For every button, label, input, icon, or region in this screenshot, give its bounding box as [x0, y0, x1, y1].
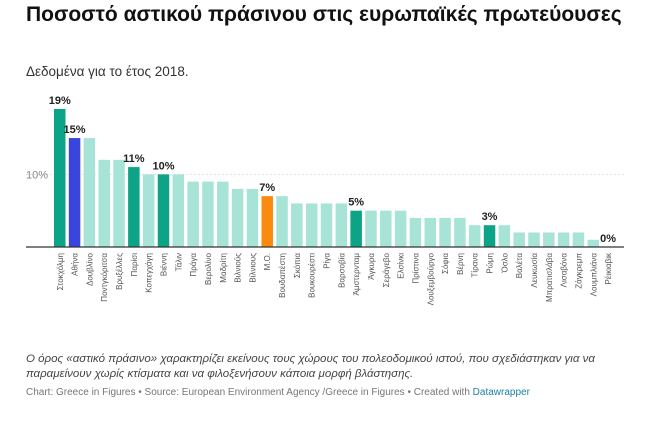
bar [231, 188, 244, 247]
category-label: Βαλέτα [515, 253, 524, 279]
bar [291, 203, 303, 247]
category-label: Σεράγεβο [382, 252, 391, 287]
datawrapper-link[interactable]: Datawrapper [472, 387, 530, 398]
data-label: 3% [482, 211, 498, 223]
category-label: Λισαβόνα [560, 253, 569, 288]
data-label: 19% [49, 95, 71, 107]
bar [172, 174, 185, 247]
bar [320, 203, 333, 247]
bar [557, 232, 570, 247]
bar [157, 174, 170, 247]
bar [483, 225, 496, 247]
category-label: Πρίστινα [411, 253, 420, 284]
bar [202, 181, 214, 247]
bar [261, 196, 273, 247]
category-label: Βρυξέλλες [115, 253, 124, 290]
category-label: Τίρανα [471, 253, 480, 278]
bar [335, 203, 348, 247]
data-label: 10% [152, 160, 174, 172]
chart-title: Ποσοστό αστικού πράσινου στις ευρωπαϊκές… [26, 3, 622, 26]
data-label: 15% [64, 124, 86, 136]
category-label: Ποντγκόριτσα [100, 253, 109, 302]
category-label: Αθήνα [71, 253, 80, 276]
bar [142, 174, 155, 247]
bar [543, 232, 555, 247]
category-label: Κοπεγχάγη [145, 253, 154, 293]
category-label: Όσλο [500, 252, 509, 273]
bar [439, 217, 451, 247]
bar [409, 217, 422, 247]
category-label: Πράγα [189, 253, 198, 277]
category-label: Ρίγα [323, 253, 332, 269]
bar [350, 210, 362, 247]
bar [187, 181, 199, 247]
category-label: Δουβλίνο [85, 252, 94, 286]
data-label: 0% [600, 233, 616, 245]
bar [513, 232, 525, 247]
chart-footer: Chart: Greece in Figures • Source: Europ… [26, 387, 530, 398]
bar [128, 167, 140, 247]
bar [246, 188, 259, 247]
bar [113, 159, 125, 247]
bar [98, 159, 110, 247]
category-label: Άγκυρα [367, 253, 376, 280]
category-label: Άμστερνταμ [352, 253, 361, 296]
category-label: Λουμπλιάνα [589, 253, 598, 297]
y-tick-label: 10% [26, 169, 48, 181]
bar [276, 196, 288, 247]
data-label: 5% [348, 197, 364, 209]
category-label: Τάλιν [174, 253, 183, 271]
category-label: Ελσίνκι [397, 253, 406, 279]
category-label: Λευκωσία [530, 253, 539, 288]
category-label: Βουδαπέστη [278, 253, 287, 298]
category-label: Βιέννη [159, 253, 168, 276]
bar [424, 217, 436, 247]
bar [394, 210, 407, 247]
category-label: Μπρατισλάβα [545, 253, 554, 302]
category-label: Σόφια [441, 253, 450, 274]
data-label: 7% [259, 182, 275, 194]
category-label: Βουκουρέστι [308, 253, 317, 298]
category-label: Βαρσοβία [337, 253, 346, 288]
category-label: Μ.Ο. [263, 253, 272, 270]
category-label: Βίλνιους [248, 253, 257, 283]
category-label: Ρώμη [486, 253, 495, 274]
category-label: Βιλνιούς [234, 253, 243, 283]
footer-credits: Chart: Greece in Figures • Source: Europ… [26, 387, 473, 398]
bar [587, 239, 600, 247]
bar [528, 232, 540, 247]
category-label: Ρέικιαβικ [604, 252, 613, 284]
definition-note: Ο όρος «αστικό πράσινο» χαρακτηρίζει εκε… [26, 353, 595, 380]
category-label: Βερολίνο [204, 252, 213, 285]
category-label: Σκόπια [293, 253, 302, 278]
bar [217, 181, 229, 247]
category-label: Παρίσι [130, 253, 139, 277]
chart-subtitle: Δεδομένα για το έτος 2018. [26, 64, 189, 79]
bar [468, 225, 481, 247]
bar [54, 109, 66, 247]
bar [380, 210, 392, 247]
bar [498, 225, 511, 247]
bar [365, 210, 377, 247]
bar-chart: 10% 19% Στοκχόλμη 15% Αθήνα Δουβλίνο Ποντγκόρι… [26, 95, 624, 305]
bar [572, 232, 585, 247]
bar [68, 138, 81, 247]
category-label: Μαδρίτη [219, 253, 228, 283]
data-label: 11% [123, 153, 145, 165]
category-label: Στοκχόλμη [56, 253, 65, 290]
bar [305, 203, 318, 247]
bar [83, 138, 96, 247]
category-label: Ζάγκρεμπ [574, 253, 583, 289]
category-label: Λουξεμβούργο [426, 252, 435, 305]
category-label: Βέρνη [456, 253, 465, 275]
bar [454, 217, 466, 247]
